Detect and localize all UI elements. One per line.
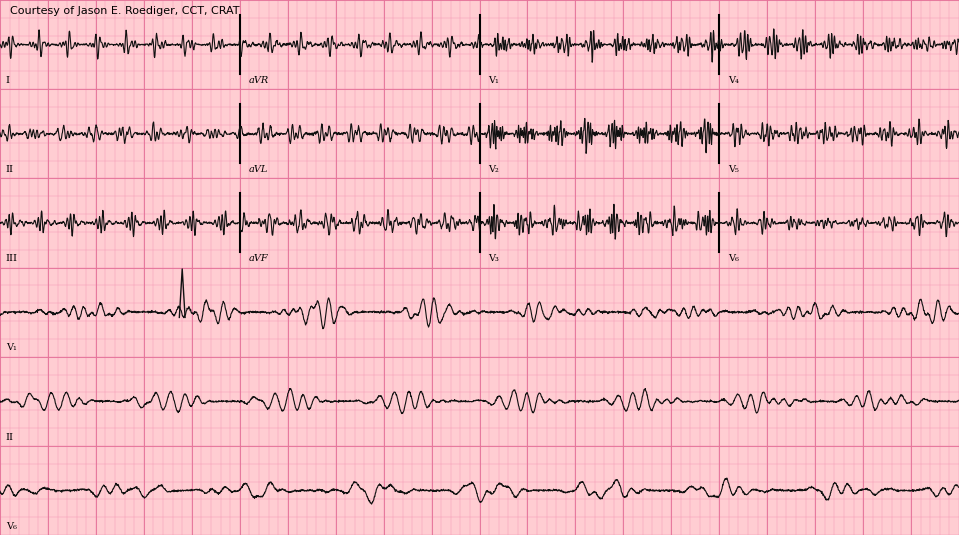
Text: Courtesy of Jason E. Roediger, CCT, CRAT: Courtesy of Jason E. Roediger, CCT, CRAT xyxy=(10,6,239,17)
Text: V₂: V₂ xyxy=(488,165,499,174)
Text: V₃: V₃ xyxy=(488,254,499,263)
Text: V₁: V₁ xyxy=(488,76,499,85)
Text: III: III xyxy=(6,254,18,263)
Text: aVF: aVF xyxy=(248,254,268,263)
Text: V₆: V₆ xyxy=(6,522,16,531)
Text: V₆: V₆ xyxy=(728,254,738,263)
Text: II: II xyxy=(6,165,13,174)
Text: aVL: aVL xyxy=(248,165,268,174)
Text: V₁: V₁ xyxy=(6,343,16,353)
Text: V₄: V₄ xyxy=(728,76,738,85)
Text: V₅: V₅ xyxy=(728,165,738,174)
Text: II: II xyxy=(6,433,13,441)
Text: I: I xyxy=(6,76,10,85)
Text: aVR: aVR xyxy=(248,76,269,85)
